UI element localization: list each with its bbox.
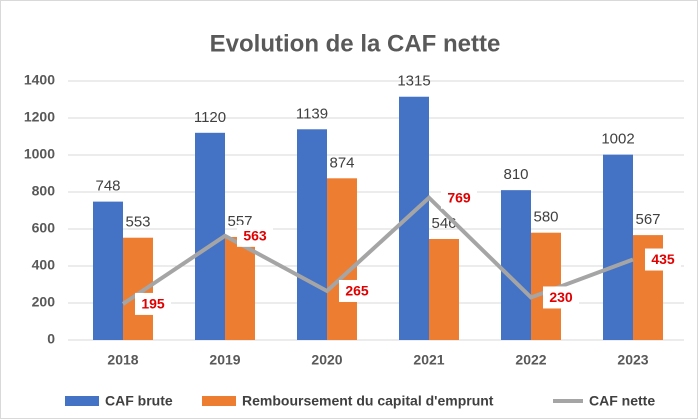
legend-swatch [202,396,236,406]
line-value-label: 769 [447,189,471,205]
legend-label: CAF brute [105,393,173,409]
line-label-box [543,286,579,309]
line-value-label: 195 [141,296,165,312]
legend-label: Remboursement du capital d'emprunt [242,393,494,409]
x-tick-label: 2019 [209,352,240,368]
line-label-box [645,248,681,271]
bar [501,190,531,340]
line-label-box [339,279,375,302]
y-tick-label: 0 [47,331,55,347]
y-tick-label: 800 [32,183,56,199]
bar-value-label: 874 [329,154,354,171]
bar [225,236,255,340]
bar [93,201,123,340]
line-label-box [135,292,171,315]
bar-value-label: 1315 [397,73,430,90]
line-value-label: 265 [345,283,369,299]
x-tick-label: 2021 [413,352,444,368]
legend-label: CAF nette [589,393,655,409]
x-tick-label: 2023 [617,352,648,368]
bar [429,238,459,340]
bar-value-label: 1139 [296,105,328,122]
chart-title: Evolution de la CAF nette [210,30,501,57]
line-value-label: 435 [651,251,675,267]
bar [327,178,357,340]
y-tick-label: 1000 [24,146,55,162]
bar [195,132,225,340]
bar-value-label: 1002 [601,131,634,148]
bar-value-label: 748 [95,178,120,195]
bar [297,129,327,340]
line-label-box [237,224,273,247]
bar-value-label: 567 [635,211,660,228]
y-tick-label: 400 [32,257,56,273]
x-tick-label: 2022 [515,352,546,368]
bar [603,154,633,340]
bar-value-label: 810 [503,166,528,183]
line-value-label: 563 [243,228,267,244]
y-tick-label: 200 [32,294,56,310]
y-tick-label: 1200 [24,109,55,125]
x-tick-label: 2018 [107,352,138,368]
legend-swatch [65,396,99,406]
y-tick-label: 1400 [24,72,55,88]
line-value-label: 230 [549,289,573,305]
y-tick-label: 600 [32,220,56,236]
line-label-box [441,186,477,209]
bar-value-label: 1120 [194,109,226,126]
bar-value-label: 580 [533,209,558,226]
bar-value-label: 553 [125,214,150,231]
x-tick-label: 2020 [311,352,342,368]
